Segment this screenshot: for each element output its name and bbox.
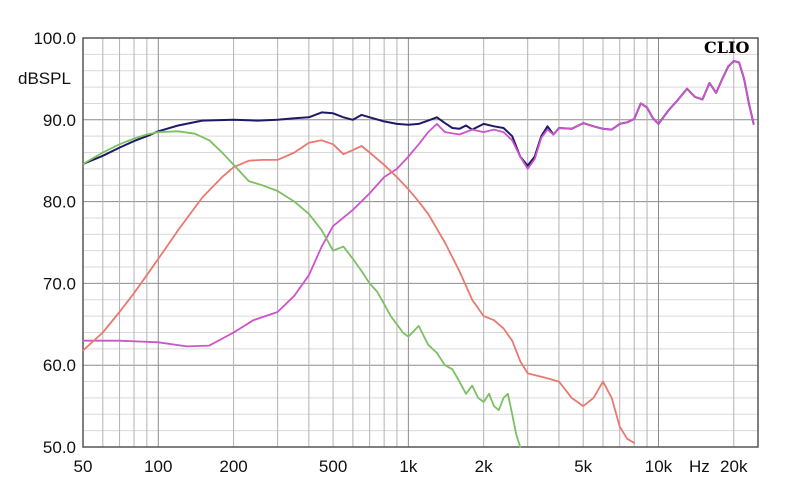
y-axis-label: dBSPL: [18, 69, 71, 88]
series-line-4: [82, 130, 522, 448]
clio-logo: CLIO: [704, 38, 749, 57]
y-tick-label: 50.0: [43, 438, 76, 457]
x-axis-unit: Hz: [689, 457, 710, 476]
x-tick-label: 100: [144, 457, 172, 476]
x-tick-label: 2k: [475, 457, 493, 476]
y-tick-label: 80.0: [43, 193, 76, 212]
x-tick-label: 1k: [399, 457, 417, 476]
y-tick-label: 100.0: [33, 29, 76, 48]
y-tick-label: 60.0: [43, 356, 76, 375]
x-tick-label: 50: [74, 457, 93, 476]
y-tick-label: 90.0: [43, 111, 76, 130]
x-tick-label: 200: [219, 457, 247, 476]
series-lines: [82, 59, 755, 448]
series-line-2: [82, 60, 755, 348]
grid-lines: [82, 37, 758, 448]
series-line-3: [82, 139, 636, 444]
x-tick-label: 500: [319, 457, 347, 476]
x-tick-label: 10k: [645, 457, 673, 476]
plot-border: [82, 37, 759, 448]
y-tick-label: 70.0: [43, 274, 76, 293]
x-tick-label: 20k: [720, 457, 748, 476]
x-tick-label: 5k: [574, 457, 592, 476]
plot-background: [83, 38, 758, 447]
tick-labels: 100.0 90.0 80.0 70.0 60.0 50.050 100 200 500 1k 2k…: [33, 29, 748, 476]
